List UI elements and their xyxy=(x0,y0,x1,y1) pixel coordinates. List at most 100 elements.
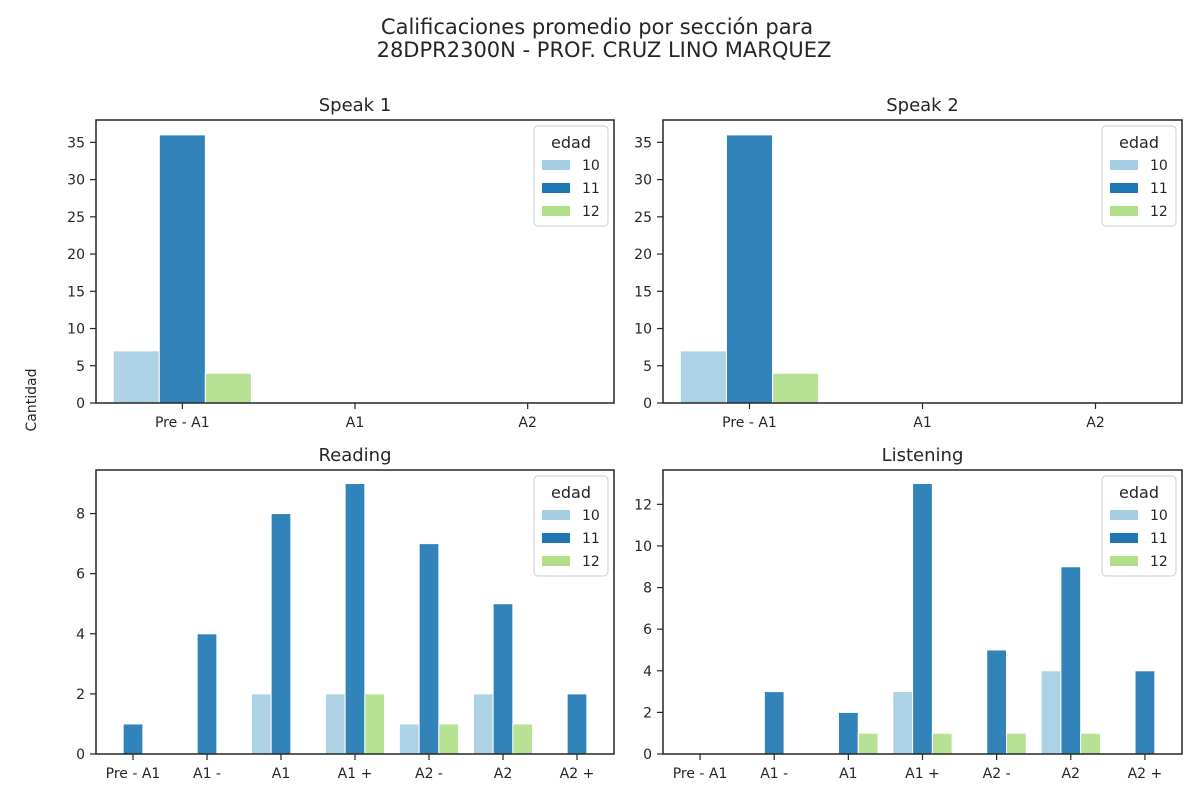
y-tick-label: 35 xyxy=(67,135,85,151)
bar-11-a2 xyxy=(1060,566,1082,755)
bar-10-a2 xyxy=(472,693,494,755)
x-tick-label: Pre - A1 xyxy=(155,415,210,431)
y-tick-label: 20 xyxy=(634,247,652,263)
bar-11-a1 xyxy=(344,483,366,755)
y-tick-label: 0 xyxy=(76,747,85,763)
bar-11-a1 xyxy=(196,633,218,755)
bar-10-pre-a1 xyxy=(679,350,727,404)
y-tick-label: 0 xyxy=(643,396,652,412)
y-tick-label: 35 xyxy=(634,135,652,151)
y-tick-label: 5 xyxy=(76,359,85,375)
chart-panel-listening: Listening 0 2 4 6 8 10 12 Pre - A1 A1 - A1 A1 + A2 -… xyxy=(634,445,1183,782)
axes-frame xyxy=(95,469,615,755)
y-tick-label: 15 xyxy=(634,284,652,300)
legend-swatch-10 xyxy=(1110,160,1138,170)
legend-box xyxy=(533,125,609,227)
bar-12-a1 xyxy=(931,732,953,755)
y-tick-label: 4 xyxy=(643,664,652,680)
figure-title-line1: Calificaciones promedio por sección para xyxy=(381,15,813,39)
legend-swatch-11 xyxy=(1110,533,1138,543)
legend-title: edad xyxy=(1119,133,1159,152)
legend-swatch-11 xyxy=(542,533,570,543)
x-tick-label: Pre - A1 xyxy=(106,766,161,782)
x-tick-label: Pre - A1 xyxy=(673,766,728,782)
y-tick-label: 4 xyxy=(76,627,85,643)
bar-12-a2 xyxy=(438,723,460,755)
x-tick-label: A1 xyxy=(913,415,931,431)
chart-title: Listening xyxy=(882,445,964,466)
legend-label-12: 12 xyxy=(582,204,600,220)
bar-11-a1 xyxy=(270,513,292,755)
bar-12-a2 xyxy=(512,723,534,755)
bar-11-a1 xyxy=(837,711,859,755)
y-tick-label: 10 xyxy=(634,539,652,555)
chart-title: Reading xyxy=(318,445,391,466)
legend-label-10: 10 xyxy=(582,158,600,174)
y-tick-label: 20 xyxy=(67,247,85,263)
y-tick-label: 8 xyxy=(76,507,85,523)
legend-label-10: 10 xyxy=(582,508,600,524)
x-tick-label: A1 - xyxy=(760,766,788,782)
bar-10-a1 xyxy=(892,691,914,755)
legend-swatch-12 xyxy=(542,556,570,566)
bar-11-a2 xyxy=(1134,670,1156,755)
bar-11-a1 xyxy=(912,483,933,755)
bar-11-pre-a1 xyxy=(725,134,774,404)
legend-label-12: 12 xyxy=(582,554,600,570)
y-tick-label: 0 xyxy=(76,396,85,412)
chart-title: Speak 1 xyxy=(319,95,392,116)
y-tick-label: 30 xyxy=(634,173,652,189)
y-tick-label: 10 xyxy=(67,322,85,338)
bar-10-a1 xyxy=(250,693,272,755)
y-tick-label: 6 xyxy=(643,622,652,638)
x-tick-label: A1 + xyxy=(338,766,373,782)
x-tick-label: A1 xyxy=(272,766,290,782)
x-tick-label: A2 - xyxy=(415,766,443,782)
legend-swatch-11 xyxy=(542,183,570,193)
x-tick-label: A2 xyxy=(1062,766,1080,782)
bar-11-a1 xyxy=(763,691,785,755)
bar-10-a2 xyxy=(398,723,420,755)
chart-title: Speak 2 xyxy=(886,95,959,116)
bar-11-pre-a1 xyxy=(158,134,206,404)
legend: edad 10 11 12 xyxy=(533,125,609,227)
legend: edad 10 11 12 xyxy=(1101,125,1177,227)
x-tick-label: A2 + xyxy=(1128,766,1163,782)
y-tick-label: 12 xyxy=(634,497,652,513)
x-tick-label: A2 xyxy=(518,415,536,431)
bar-11-pre-a1 xyxy=(122,723,144,755)
legend-swatch-12 xyxy=(1110,556,1138,566)
legend-swatch-12 xyxy=(542,206,570,216)
chart-panel-speak-2: Speak 2 0 5 10 15 20 25 30 35 Pre - A1 A1 A2 edad 10 1… xyxy=(634,95,1183,431)
legend-swatch-10 xyxy=(1110,510,1138,520)
legend-swatch-11 xyxy=(1110,183,1138,193)
x-tick-label: A1 xyxy=(839,766,857,782)
axes-frame xyxy=(95,119,615,404)
bar-11-a2 xyxy=(566,693,588,755)
axes-frame xyxy=(662,469,1183,755)
chart-panel-speak-1: Speak 1 0 5 10 15 20 25 30 35 Pre - A1 A1 A2 edad 10 1… xyxy=(67,95,615,431)
y-tick-label: 2 xyxy=(76,687,85,703)
y-tick-label: 10 xyxy=(634,322,652,338)
legend-swatch-10 xyxy=(542,160,570,170)
bar-11-a2 xyxy=(986,649,1008,755)
x-tick-label: Pre - A1 xyxy=(722,415,777,431)
bar-12-a1 xyxy=(364,693,386,755)
legend-box xyxy=(1101,475,1177,577)
legend-box xyxy=(1101,125,1177,227)
axes-frame xyxy=(662,119,1183,404)
bar-12-pre-a1 xyxy=(772,372,820,404)
legend-swatch-10 xyxy=(542,510,570,520)
legend-label-12: 12 xyxy=(1150,204,1168,220)
y-tick-label: 2 xyxy=(643,705,652,721)
y-tick-label: 5 xyxy=(643,359,652,375)
y-tick-label: 30 xyxy=(67,173,85,189)
bar-12-a1 xyxy=(857,732,879,755)
bar-12-pre-a1 xyxy=(204,372,252,404)
legend-label-11: 11 xyxy=(1150,531,1168,547)
legend-swatch-12 xyxy=(1110,206,1138,216)
bar-11-a2 xyxy=(492,603,514,755)
x-tick-label: A1 xyxy=(346,415,364,431)
bar-10-pre-a1 xyxy=(112,350,160,404)
